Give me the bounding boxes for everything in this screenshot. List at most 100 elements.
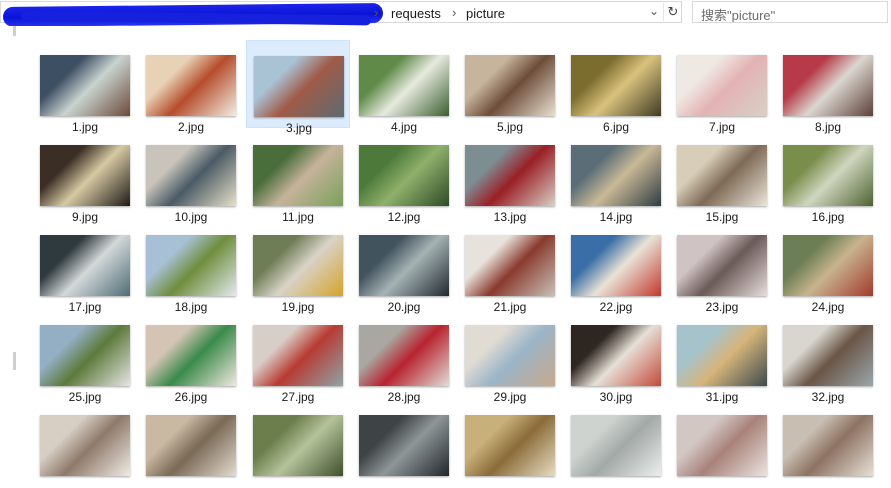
file-item[interactable]: 10.jpg xyxy=(139,130,243,224)
file-thumbnail[interactable] xyxy=(146,55,236,116)
file-item[interactable]: 8.jpg xyxy=(776,40,880,134)
file-thumbnail[interactable] xyxy=(783,235,873,296)
file-thumbnail[interactable] xyxy=(571,145,661,206)
file-item[interactable]: 3.jpg xyxy=(246,40,350,135)
file-name-label: 18.jpg xyxy=(174,300,208,314)
file-name-label: 15.jpg xyxy=(705,210,739,224)
file-name-label: 5.jpg xyxy=(496,120,524,134)
file-name-label: 6.jpg xyxy=(602,120,630,134)
file-item[interactable]: 15.jpg xyxy=(670,130,774,224)
file-thumbnail[interactable] xyxy=(359,55,449,116)
breadcrumb-separator-icon: › xyxy=(452,5,457,20)
file-thumbnail[interactable] xyxy=(677,325,767,386)
file-name-label: 1.jpg xyxy=(71,120,99,134)
file-thumbnail[interactable] xyxy=(677,145,767,206)
file-thumbnail[interactable] xyxy=(783,145,873,206)
file-name-label: 30.jpg xyxy=(599,390,633,404)
file-item[interactable] xyxy=(564,400,668,488)
file-thumbnail[interactable] xyxy=(359,415,449,476)
file-thumbnail[interactable] xyxy=(359,235,449,296)
file-item[interactable]: 19.jpg xyxy=(246,220,350,314)
file-item[interactable]: 2.jpg xyxy=(139,40,243,134)
file-thumbnail[interactable] xyxy=(783,325,873,386)
file-item[interactable]: 12.jpg xyxy=(352,130,456,224)
file-thumbnail[interactable] xyxy=(677,415,767,476)
file-item[interactable]: 11.jpg xyxy=(246,130,350,224)
file-item[interactable]: 27.jpg xyxy=(246,310,350,404)
file-item[interactable]: 17.jpg xyxy=(33,220,137,314)
file-item[interactable]: 29.jpg xyxy=(458,310,562,404)
file-item[interactable]: 24.jpg xyxy=(776,220,880,314)
file-thumbnail[interactable] xyxy=(571,325,661,386)
file-thumbnail[interactable] xyxy=(253,235,343,296)
file-thumbnail[interactable] xyxy=(571,415,661,476)
file-item[interactable] xyxy=(246,400,350,488)
file-thumbnail[interactable] xyxy=(465,235,555,296)
file-thumbnail[interactable] xyxy=(40,55,130,116)
file-item[interactable]: 14.jpg xyxy=(564,130,668,224)
file-item[interactable]: 30.jpg xyxy=(564,310,668,404)
file-item[interactable]: 23.jpg xyxy=(670,220,774,314)
file-item[interactable]: 6.jpg xyxy=(564,40,668,134)
file-thumbnail[interactable] xyxy=(465,145,555,206)
file-thumbnail[interactable] xyxy=(40,145,130,206)
file-item[interactable]: 1.jpg xyxy=(33,40,137,134)
file-thumbnail[interactable] xyxy=(359,145,449,206)
file-thumbnail[interactable] xyxy=(146,325,236,386)
file-thumbnail[interactable] xyxy=(146,145,236,206)
file-name-label: 12.jpg xyxy=(387,210,421,224)
file-item[interactable]: 18.jpg xyxy=(139,220,243,314)
file-item[interactable]: 25.jpg xyxy=(33,310,137,404)
file-item[interactable]: 32.jpg xyxy=(776,310,880,404)
left-edge-marker xyxy=(13,352,16,370)
file-thumbnail[interactable] xyxy=(40,415,130,476)
file-thumbnail[interactable] xyxy=(253,145,343,206)
file-item[interactable]: 16.jpg xyxy=(776,130,880,224)
file-item[interactable]: 13.jpg xyxy=(458,130,562,224)
file-item[interactable]: 20.jpg xyxy=(352,220,456,314)
file-thumbnail[interactable] xyxy=(571,235,661,296)
file-item[interactable] xyxy=(776,400,880,488)
file-thumbnail[interactable] xyxy=(465,415,555,476)
search-input[interactable]: 搜索"picture" xyxy=(692,1,888,23)
file-item[interactable] xyxy=(352,400,456,488)
file-thumbnail[interactable] xyxy=(783,55,873,116)
file-thumbnail[interactable] xyxy=(146,415,236,476)
file-item[interactable]: 26.jpg xyxy=(139,310,243,404)
file-item[interactable]: 21.jpg xyxy=(458,220,562,314)
file-thumbnail[interactable] xyxy=(465,325,555,386)
file-thumbnail[interactable] xyxy=(146,235,236,296)
file-item[interactable] xyxy=(458,400,562,488)
file-thumbnail[interactable] xyxy=(465,55,555,116)
file-item[interactable] xyxy=(33,400,137,488)
file-thumbnail[interactable] xyxy=(359,325,449,386)
file-item[interactable] xyxy=(670,400,774,488)
file-item[interactable]: 9.jpg xyxy=(33,130,137,224)
file-item[interactable]: 5.jpg xyxy=(458,40,562,134)
file-item[interactable]: 31.jpg xyxy=(670,310,774,404)
file-view[interactable]: 1.jpg 2.jpg 3.jpg 4.jpg 5.jpg 6.jpg 7.jpg 8.jpg… xyxy=(0,26,891,476)
file-thumbnail[interactable] xyxy=(253,415,343,476)
file-name-label: 25.jpg xyxy=(68,390,102,404)
file-thumbnail[interactable] xyxy=(677,55,767,116)
address-bar[interactable]: › requests › picture ⌄ ↻ xyxy=(0,1,682,27)
file-item[interactable]: 28.jpg xyxy=(352,310,456,404)
file-item[interactable] xyxy=(139,400,243,488)
address-dropdown-chevron-icon[interactable]: ⌄ xyxy=(648,4,660,18)
breadcrumb-item-picture[interactable]: picture xyxy=(466,6,506,21)
file-thumbnail[interactable] xyxy=(253,325,343,386)
file-name-label: 8.jpg xyxy=(814,120,842,134)
file-item[interactable]: 7.jpg xyxy=(670,40,774,134)
file-name-label: 21.jpg xyxy=(493,300,527,314)
file-thumbnail[interactable] xyxy=(677,235,767,296)
file-item[interactable]: 4.jpg xyxy=(352,40,456,134)
file-name-label: 32.jpg xyxy=(811,390,845,404)
refresh-icon[interactable]: ↻ xyxy=(663,3,682,21)
file-thumbnail[interactable] xyxy=(783,415,873,476)
breadcrumb-item-requests[interactable]: requests xyxy=(391,6,441,21)
file-item[interactable]: 22.jpg xyxy=(564,220,668,314)
file-thumbnail[interactable] xyxy=(571,55,661,116)
file-thumbnail[interactable] xyxy=(254,56,344,117)
file-thumbnail[interactable] xyxy=(40,325,130,386)
file-thumbnail[interactable] xyxy=(40,235,130,296)
